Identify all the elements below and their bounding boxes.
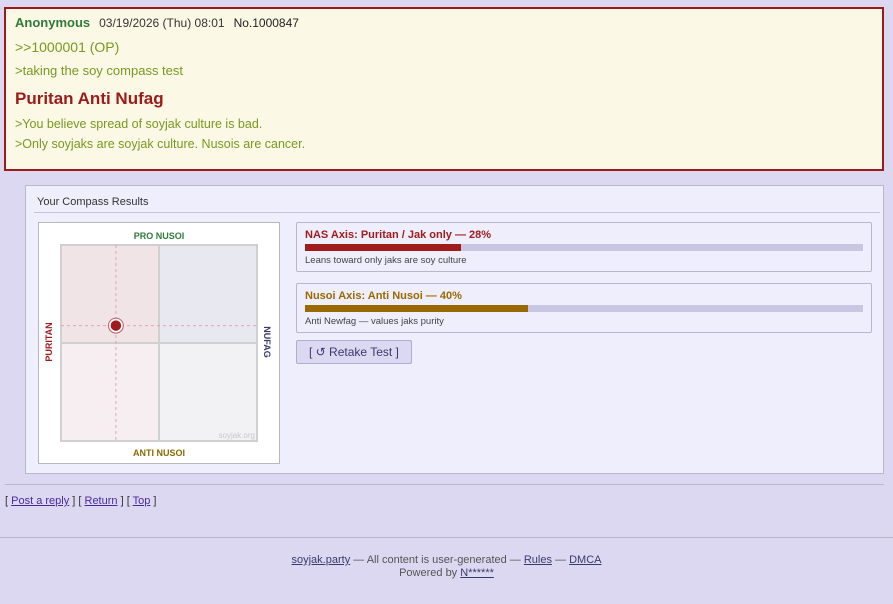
axis-bar bbox=[305, 244, 863, 251]
top-link[interactable]: Top bbox=[132, 495, 151, 507]
footer: soyjak.party — All content is user-gener… bbox=[0, 554, 893, 580]
watermark: soyjak.org bbox=[219, 431, 255, 440]
bottom-label: ANTI NUSOI bbox=[132, 448, 185, 458]
post-number[interactable]: No.1000847 bbox=[233, 16, 299, 30]
quadrant-bottom-right bbox=[159, 343, 257, 441]
divider bbox=[34, 212, 880, 213]
axis-bar bbox=[305, 305, 863, 312]
thread-nav: [ Post a reply ] [ Return ] [ Top ] bbox=[5, 495, 157, 507]
axis-result: NAS Axis: Puritan / Jak only — 28% Leans … bbox=[296, 222, 872, 272]
axis-title: Nusoi Axis: Anti Nusoi — 40% bbox=[305, 290, 462, 302]
footer-sep: — bbox=[551, 554, 570, 566]
compass-border bbox=[60, 244, 258, 442]
axis-result: Nusoi Axis: Anti Nusoi — 40% Anti Newfag … bbox=[296, 283, 872, 333]
divider bbox=[5, 484, 884, 485]
powered-by-text: Powered by bbox=[399, 567, 461, 579]
poster-name: Anonymous bbox=[15, 15, 91, 30]
powered-by-link[interactable]: N****** bbox=[460, 567, 494, 579]
dmca-link[interactable]: DMCA bbox=[569, 554, 602, 566]
result-point bbox=[109, 318, 123, 333]
rules-link[interactable]: Rules bbox=[523, 554, 552, 566]
axis-results: NAS Axis: Puritan / Jak only — 28% Leans … bbox=[296, 222, 872, 364]
axis-bar-fill bbox=[305, 305, 529, 312]
compass-chart: PRO NUSOI ANTI NUSOI PURITAN NUFAG soyja… bbox=[38, 222, 280, 464]
retake-test-button[interactable]: [ ↺ Retake Test ] bbox=[296, 340, 412, 364]
result-point-ring bbox=[107, 317, 124, 334]
axis-title: NAS Axis: Puritan / Jak only — 28% bbox=[305, 229, 492, 241]
footer-text: — All content is user-generated — bbox=[350, 554, 524, 566]
post-date: 03/19/2026 (Thu) 08:01 bbox=[99, 16, 225, 30]
result-title: Puritan Anti Nufag bbox=[15, 89, 164, 108]
panel-title: Your Compass Results bbox=[37, 196, 149, 208]
quadrant-bottom-left bbox=[61, 343, 159, 441]
axis-bar-fill bbox=[305, 244, 462, 251]
top-label: PRO NUSOI bbox=[133, 231, 185, 241]
quadrant-top-right bbox=[159, 245, 257, 343]
post: Anonymous 03/19/2026 (Thu) 08:01 No.1000… bbox=[4, 7, 884, 171]
left-label: PURITAN bbox=[44, 322, 54, 362]
axis-description: Anti Newfag — values jaks purity bbox=[305, 316, 444, 327]
post-reply-link[interactable]: Post a reply bbox=[11, 495, 70, 507]
reply-link[interactable]: >>1000001 (OP) bbox=[15, 39, 120, 55]
compass-grid: soyjak.org bbox=[60, 244, 258, 442]
divider bbox=[0, 537, 893, 538]
return-link[interactable]: Return bbox=[84, 495, 118, 507]
greentext: >taking the soy compass test bbox=[15, 63, 184, 78]
compass-results-panel: Your Compass Results PRO NUSOI ANTI NUSO… bbox=[25, 185, 884, 474]
greentext: >Only soyjaks are soyjak culture. Nusois… bbox=[15, 137, 306, 151]
quadrant-top-left bbox=[61, 245, 159, 343]
site-link[interactable]: soyjak.party bbox=[291, 554, 351, 566]
axis-description: Leans toward only jaks are soy culture bbox=[305, 255, 467, 266]
right-label: NUFAG bbox=[262, 326, 272, 358]
greentext: >You believe spread of soyjak culture is… bbox=[15, 117, 263, 131]
